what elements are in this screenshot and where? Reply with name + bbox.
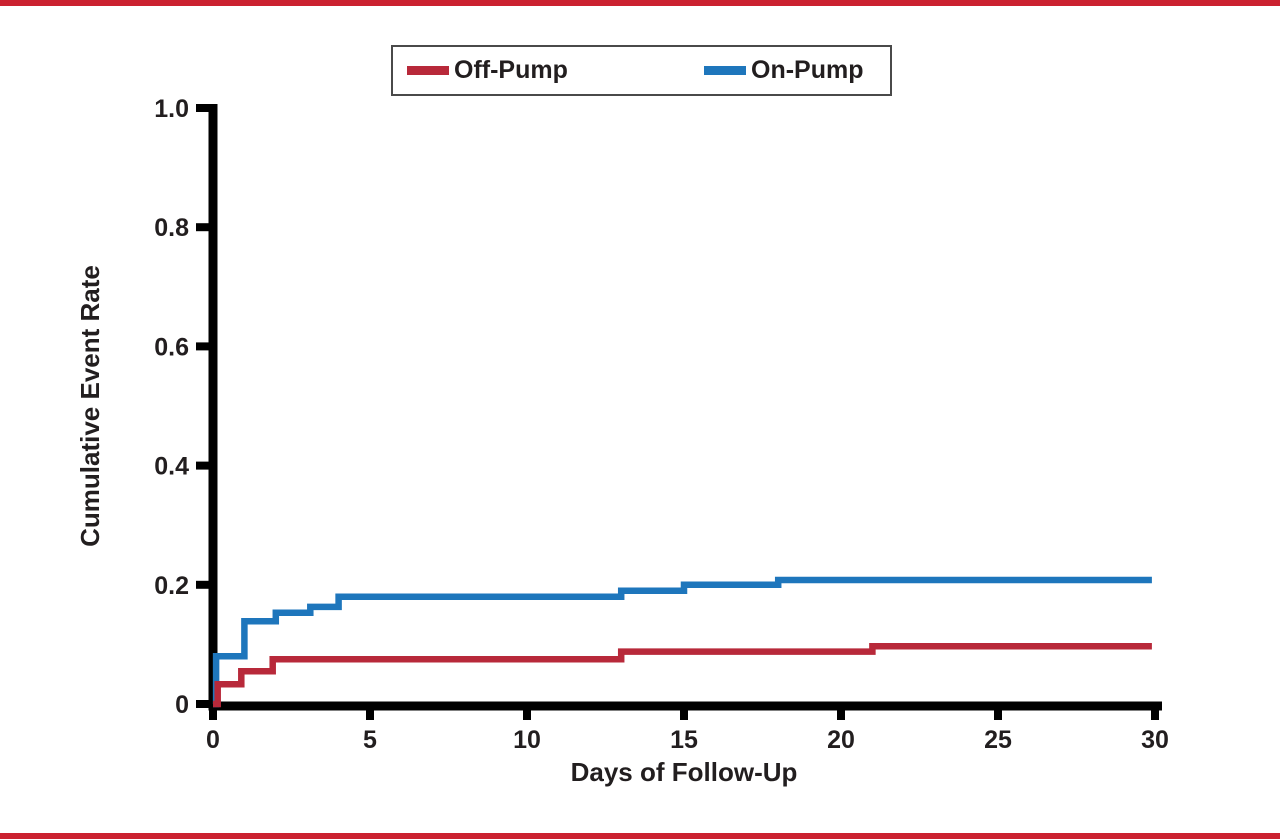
x-tick-label: 30 xyxy=(1141,726,1169,754)
legend-label-off-pump: Off-Pump xyxy=(454,56,568,84)
y-tick-label: 0.4 xyxy=(154,453,189,481)
axes xyxy=(196,104,1162,720)
x-tick-label: 10 xyxy=(513,726,541,754)
y-tick-label: 0.6 xyxy=(154,333,189,361)
on-pump-curve xyxy=(212,576,1152,708)
legend: Off-Pump On-Pump xyxy=(391,45,892,96)
y-tick-label: 0.8 xyxy=(154,214,189,242)
legend-item-off-pump: Off-Pump xyxy=(407,47,568,94)
y-tick-label: 0.2 xyxy=(154,572,189,600)
off-pump-curve xyxy=(213,642,1152,708)
x-tick-label: 25 xyxy=(984,726,1012,754)
data-series xyxy=(212,576,1152,708)
x-tick-label: 5 xyxy=(363,726,377,754)
y-axis-title: Cumulative Event Rate xyxy=(75,265,105,547)
tick-labels: 0 0.2 0.4 0.6 0.8 1.0 0 5 10 15 20 25 30 xyxy=(154,95,1169,754)
x-tick-label: 15 xyxy=(670,726,698,754)
x-tick-label: 0 xyxy=(206,726,220,754)
top-red-rule xyxy=(0,0,1280,6)
on-pump-line-swatch xyxy=(704,66,746,75)
legend-item-on-pump: On-Pump xyxy=(704,47,864,94)
legend-label-on-pump: On-Pump xyxy=(751,56,864,84)
x-axis-title: Days of Follow-Up xyxy=(571,757,798,787)
y-tick-label: 1.0 xyxy=(154,95,189,123)
x-tick-label: 20 xyxy=(827,726,855,754)
y-tick-label: 0 xyxy=(175,691,189,719)
off-pump-line-swatch xyxy=(407,66,449,75)
bottom-red-rule xyxy=(0,833,1280,839)
